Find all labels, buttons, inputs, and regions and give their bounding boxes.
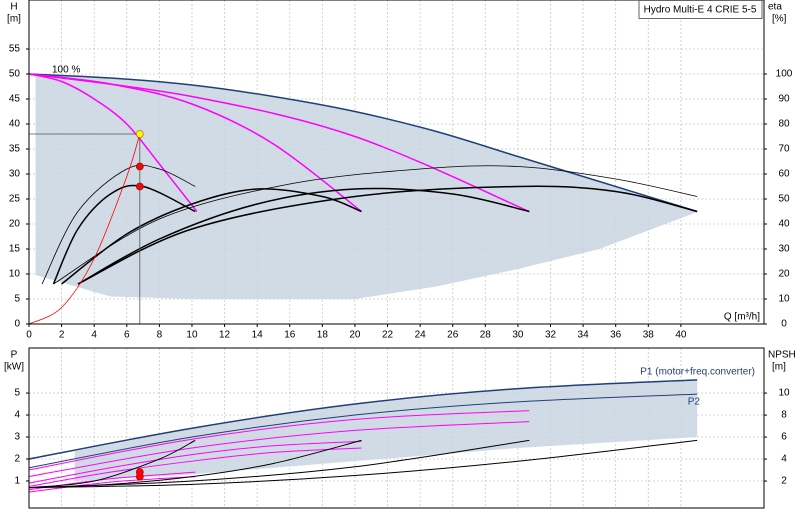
x-tick-label: 12 [219, 330, 231, 341]
curve [29, 73, 362, 213]
y2-tick-label: 4 [781, 454, 787, 465]
x-tick-label: 28 [480, 330, 492, 341]
y-tick-label: 3 [14, 432, 20, 443]
y2-tick-label: 2 [781, 476, 787, 487]
curve [52, 184, 196, 285]
y2-axis-label: eta [768, 2, 782, 13]
y2-axis-unit: [m] [772, 362, 786, 373]
curve [29, 421, 530, 478]
duty-point [135, 130, 144, 138]
curve [53, 165, 698, 285]
y2-tick-label: 10 [778, 388, 790, 399]
y-tick-label: 55 [9, 44, 21, 55]
y2-tick-label: 50 [778, 194, 790, 205]
x-tick-label: 20 [349, 330, 361, 341]
y-tick-label: 5 [14, 388, 20, 399]
chart-title: Hydro Multi-E 4 CRIE 5-5 [644, 5, 757, 16]
x-tick-label: 4 [91, 330, 97, 341]
y-tick-label: 20 [9, 219, 21, 230]
curve [29, 393, 698, 469]
y-tick-label: 45 [9, 94, 21, 105]
y-axis-unit: [m] [7, 14, 21, 25]
x-tick-label: 26 [447, 330, 459, 341]
x-tick-label: 14 [252, 330, 264, 341]
plot-frame [28, 347, 765, 509]
y2-tick-label: 6 [781, 432, 787, 443]
x-tick-label: 36 [610, 330, 622, 341]
x-tick-label: 40 [675, 330, 687, 341]
operating-range-area [35, 74, 698, 299]
x-tick-label: 8 [157, 330, 163, 341]
x-tick-label: 16 [284, 330, 296, 341]
y-tick-label: 10 [9, 269, 21, 280]
y-tick-label: 5 [14, 294, 20, 305]
y2-axis-label: NPSH [768, 350, 796, 361]
x-tick-label: 24 [415, 330, 427, 341]
x-tick-label: 6 [124, 330, 130, 341]
x-axis-label: Q [m³/h] [724, 312, 760, 323]
y2-tick-label: 70 [778, 144, 790, 155]
y-tick-label: 1 [14, 476, 20, 487]
y2-tick-label: 80 [778, 119, 790, 130]
x-tick-label: 30 [512, 330, 524, 341]
x-tick-label: 10 [186, 330, 198, 341]
curve [29, 440, 362, 484]
y2-tick-label: 8 [781, 410, 787, 421]
x-label-bg [718, 311, 762, 323]
y-tick-label: 4 [14, 410, 20, 421]
y2-tick-label: 10 [778, 294, 790, 305]
y-axis-label: P [11, 350, 18, 361]
y-tick-label: 0 [14, 319, 20, 330]
curve [61, 188, 362, 285]
y-tick-label: 35 [9, 144, 21, 155]
y-tick-label: 25 [9, 194, 21, 205]
x-tick-label: 18 [317, 330, 329, 341]
y-tick-label: 50 [9, 69, 21, 80]
curve [29, 133, 141, 324]
annotation: 100 % [52, 65, 80, 76]
annotation: P2 [688, 397, 701, 408]
y2-tick-label: 30 [778, 244, 790, 255]
curve [77, 187, 530, 285]
annotation: P1 (motor+freq.converter) [640, 367, 755, 378]
curve [29, 379, 698, 460]
y-tick-label: 40 [9, 119, 21, 130]
curve [29, 439, 698, 489]
y2-tick-label: 90 [778, 94, 790, 105]
operating-range-area [74, 379, 698, 481]
y2-tick-label: 0 [781, 319, 787, 330]
title-box [638, 0, 763, 19]
curve [29, 73, 698, 213]
curve [41, 164, 196, 285]
x-tick-label: 34 [578, 330, 590, 341]
y-tick-label: 30 [9, 169, 21, 180]
curve [29, 439, 362, 489]
x-tick-label: 2 [59, 330, 65, 341]
y2-tick-label: 60 [778, 169, 790, 180]
x-tick-label: 0 [26, 330, 32, 341]
plot-frame [28, 0, 765, 325]
y2-tick-label: 100 [776, 69, 793, 80]
curve [29, 410, 530, 471]
curve [29, 447, 362, 487]
x-tick-label: 32 [545, 330, 557, 341]
curve [29, 73, 198, 212]
y-axis-label: H [10, 2, 17, 13]
y2-axis-unit: [%] [772, 14, 787, 25]
curve [29, 476, 196, 493]
y-tick-label: 2 [14, 454, 20, 465]
x-tick-label: 38 [643, 330, 655, 341]
curve [77, 185, 698, 285]
y-tick-label: 15 [9, 244, 21, 255]
y2-tick-label: 20 [778, 269, 790, 280]
plot-content [29, 0, 764, 324]
duty-point [135, 468, 144, 477]
y-axis-unit: [kW] [4, 362, 24, 373]
x-tick-label: 22 [382, 330, 394, 341]
curve [29, 439, 196, 489]
y2-tick-label: 40 [778, 219, 790, 230]
plot-content [29, 348, 764, 508]
